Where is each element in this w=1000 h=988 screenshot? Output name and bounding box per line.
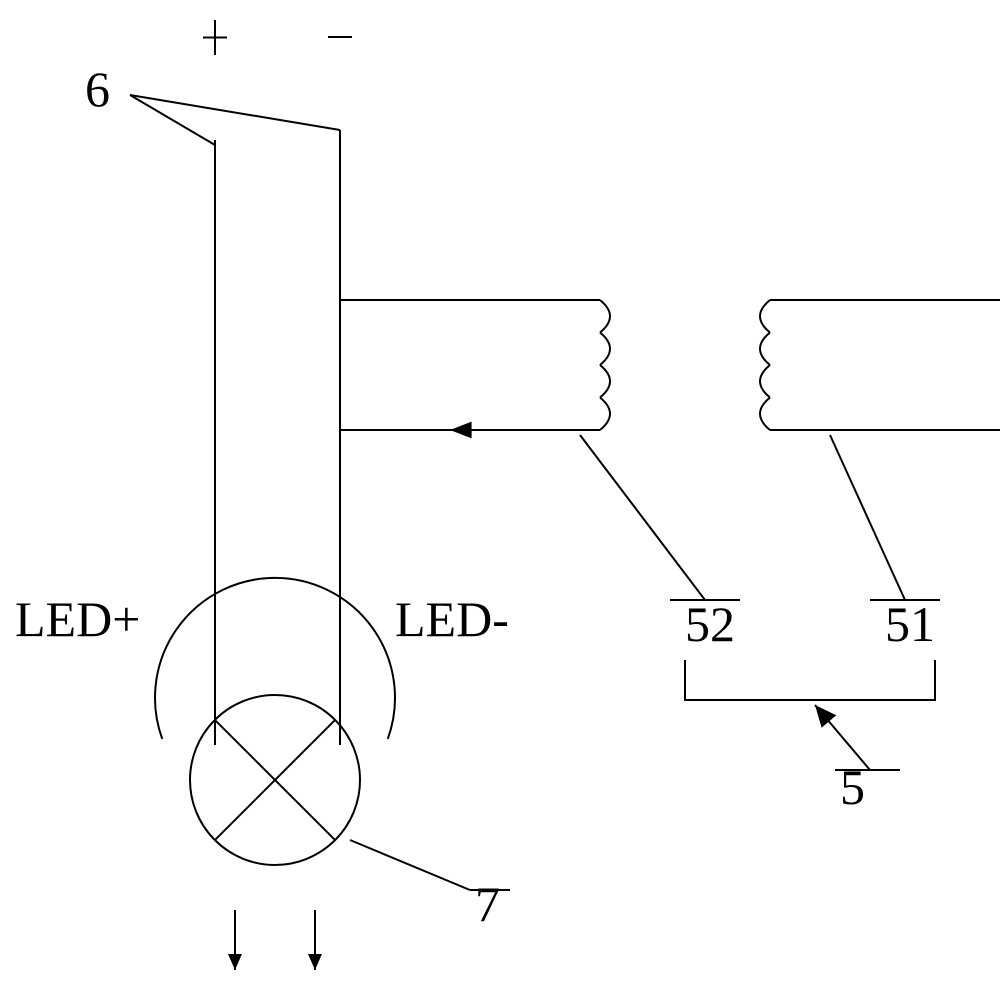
callout7-line [350, 840, 470, 890]
label-52: 52 [685, 595, 735, 653]
label-7: 7 [475, 875, 500, 933]
label-6: 6 [85, 60, 110, 118]
current-arrow [450, 422, 472, 439]
callout5-arrow-head [815, 705, 836, 728]
lamp-ray-head-1 [308, 954, 322, 970]
label-51: 51 [885, 595, 935, 653]
callout51-line [830, 435, 905, 600]
lamp-ray-head-0 [228, 954, 242, 970]
label-led-plus: LED+ [15, 590, 140, 648]
callout52-line [580, 435, 705, 600]
coil-secondary [600, 300, 610, 430]
coil-primary [760, 300, 770, 430]
lamp-arc [155, 578, 395, 739]
callout5-bracket [685, 660, 935, 700]
label-led-minus: LED- [395, 590, 509, 648]
label-5: 5 [840, 758, 865, 816]
